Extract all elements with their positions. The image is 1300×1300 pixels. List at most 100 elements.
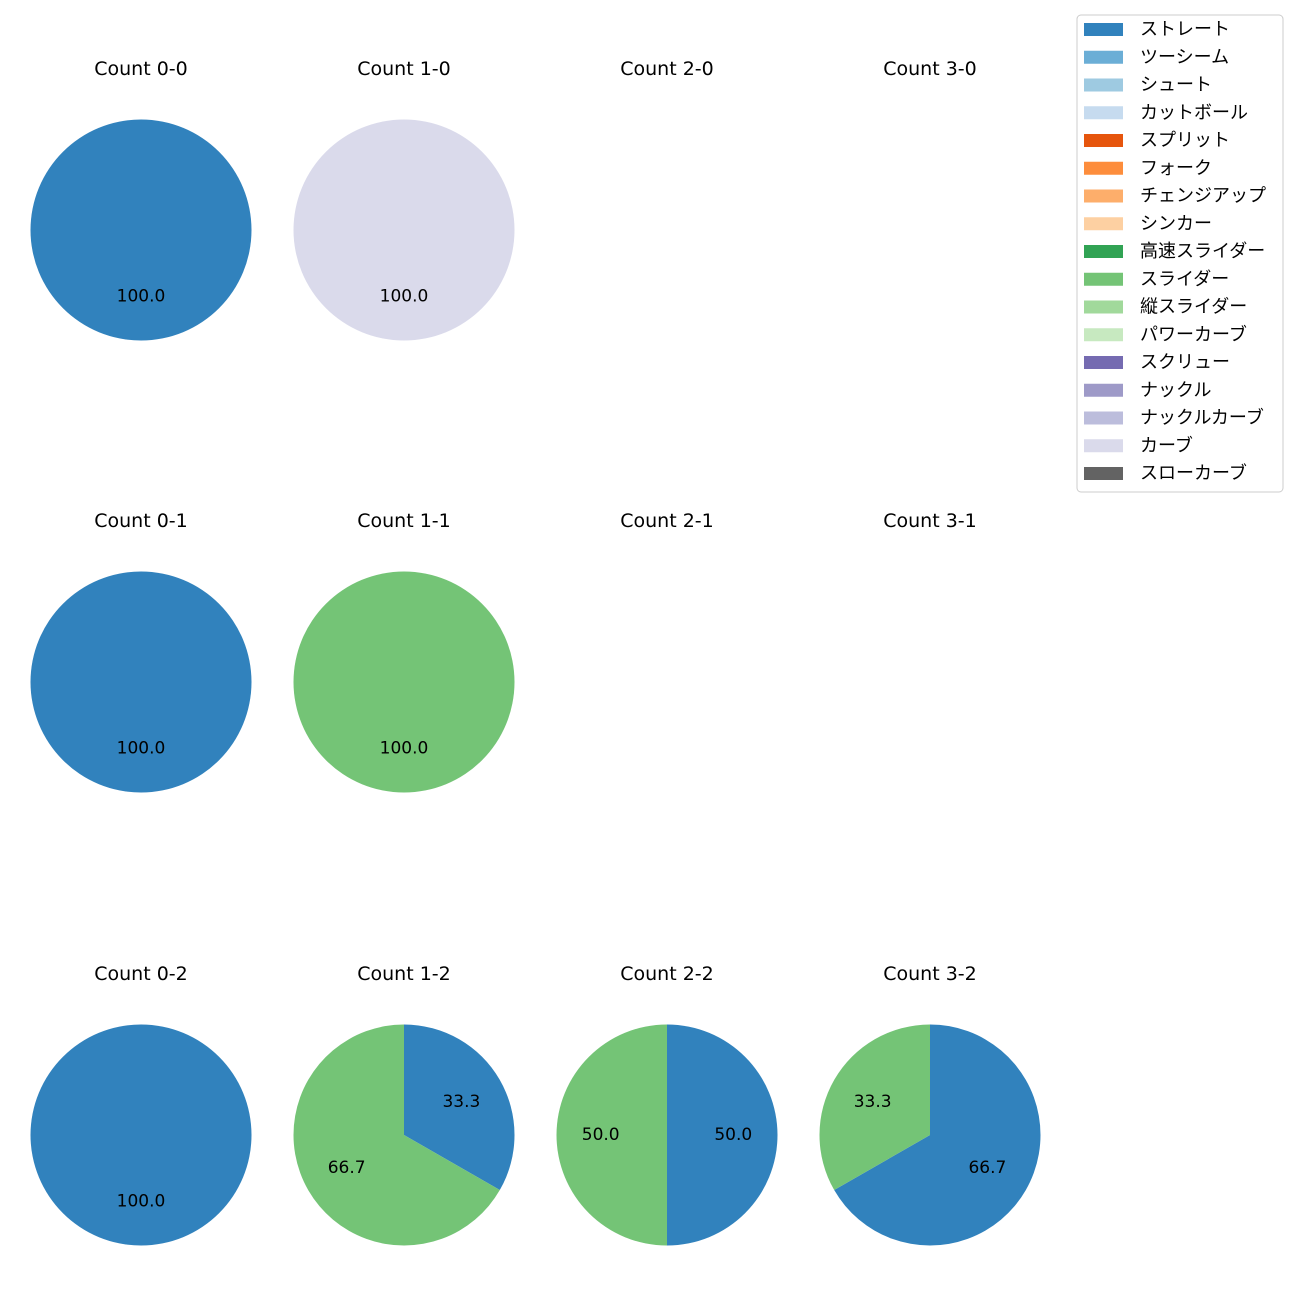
pie-panel: Count 0-2 100.0 [30, 963, 252, 1246]
legend-item: スライダー [1084, 269, 1229, 290]
pie-panel: Count 3-0 [883, 58, 977, 80]
panel-title: Count 2-2 [620, 963, 714, 985]
pie-slice-label: 50.0 [582, 1125, 620, 1145]
pie-panel: Count 0-0 100.0 [30, 58, 252, 341]
pie-panel: Count 2-2 50.0 50.0 [556, 963, 778, 1246]
legend-swatch [1084, 411, 1123, 425]
legend-item: ナックルカーブ [1084, 407, 1264, 429]
legend-item: シュート [1084, 75, 1212, 96]
legend-frame [1076, 14, 1284, 493]
legend-swatch [1084, 245, 1123, 258]
legend-swatch [1084, 467, 1123, 480]
panel-title: Count 2-1 [620, 510, 714, 532]
panel-title: Count 1-0 [357, 58, 451, 80]
legend-label: カットボール [1140, 102, 1248, 123]
legend-item: カットボール [1084, 102, 1248, 123]
legend-swatch [1084, 439, 1123, 453]
legend-label: ナックル [1140, 380, 1211, 401]
pie-slice-label: 100.0 [117, 1191, 166, 1211]
legend-item: チェンジアップ [1084, 186, 1266, 207]
pie-panel: Count 1-1 100.0 [293, 510, 515, 793]
legend-label: シュート [1140, 75, 1212, 96]
panel-title: Count 0-0 [94, 58, 188, 80]
legend-label: スライダー [1140, 269, 1229, 290]
panel-title: Count 3-0 [883, 58, 977, 80]
legend-label: チェンジアップ [1140, 186, 1266, 207]
pie-slice [30, 1024, 252, 1246]
pie-slice-label: 50.0 [714, 1125, 752, 1145]
pie-slice [556, 1024, 667, 1246]
panel-title: Count 3-2 [883, 963, 977, 985]
legend-item: ナックル [1084, 380, 1211, 401]
legend-label: 高速スライダー [1140, 241, 1265, 262]
legend-swatch [1084, 23, 1123, 36]
panel-title: Count 3-1 [883, 510, 977, 532]
legend-swatch [1084, 161, 1123, 175]
pie-slice-label: 100.0 [117, 738, 166, 758]
legend-label: カーブ [1140, 434, 1193, 456]
pie-slice-label: 33.3 [442, 1092, 480, 1112]
pie-slice [293, 1024, 500, 1246]
legend-item: フォーク [1084, 158, 1212, 179]
legend-swatch [1084, 356, 1123, 369]
pie-slice-label: 66.7 [328, 1158, 366, 1178]
legend-label: パワーカーブ [1140, 323, 1247, 345]
legend-swatch [1084, 134, 1123, 147]
pie-slice [293, 571, 515, 793]
pie-panel: Count 1-0 100.0 [293, 58, 515, 341]
legend-item: 縦スライダー [1084, 297, 1247, 318]
pie-slice [819, 1024, 930, 1191]
legend-item: スプリット [1084, 130, 1230, 151]
pie-panel: Count 0-1 100.0 [30, 510, 252, 793]
legend-swatch [1084, 272, 1123, 286]
legend-item: スローカーブ [1084, 462, 1247, 484]
pie-slice-label: 66.7 [968, 1158, 1006, 1178]
pie-panel: Count 3-1 [883, 510, 977, 532]
legend-label: スクリュー [1140, 352, 1230, 373]
pie-panel: Count 3-2 66.7 33.3 [819, 963, 1041, 1246]
pie-slice-label: 100.0 [380, 738, 429, 758]
pie-slice [667, 1024, 778, 1246]
pie-slice-label: 33.3 [854, 1092, 892, 1112]
pie-slice [30, 571, 252, 793]
panel-title: Count 0-2 [94, 963, 188, 985]
legend-swatch [1084, 328, 1123, 342]
legend-item: ツーシーム [1084, 47, 1229, 68]
legend-label: ナックルカーブ [1140, 407, 1264, 429]
pie-slice-label: 100.0 [380, 286, 429, 306]
pie-slice [30, 119, 252, 341]
legend-label: スプリット [1140, 130, 1230, 151]
legend-swatch [1084, 300, 1123, 314]
legend-item: シンカー [1084, 213, 1212, 234]
legend-label: シンカー [1140, 213, 1212, 234]
panel-title: Count 1-2 [357, 963, 451, 985]
pie-slice [834, 1024, 1041, 1246]
panel-title: Count 0-1 [94, 510, 188, 532]
pie-slice [293, 119, 515, 341]
legend: ストレートツーシームシュートカットボールスプリットフォークチェンジアップシンカー… [1076, 14, 1284, 493]
legend-label: ツーシーム [1140, 47, 1229, 68]
pie-panel: Count 2-1 [620, 510, 714, 532]
legend-item: 高速スライダー [1084, 241, 1265, 262]
legend-swatch [1084, 106, 1123, 120]
legend-label: ストレート [1140, 19, 1230, 40]
legend-label: スローカーブ [1140, 462, 1247, 484]
pie-slice-label: 100.0 [117, 286, 166, 306]
pie-panel: Count 2-0 [620, 58, 714, 80]
legend-label: 縦スライダー [1140, 297, 1247, 318]
legend-swatch [1084, 217, 1123, 231]
legend-swatch [1084, 383, 1123, 397]
pie-slice [404, 1024, 515, 1191]
legend-swatch [1084, 78, 1123, 92]
legend-item: ストレート [1084, 19, 1230, 40]
legend-item: カーブ [1084, 434, 1193, 456]
panel-title: Count 1-1 [357, 510, 451, 532]
legend-label: フォーク [1140, 158, 1212, 179]
legend-swatch [1084, 50, 1123, 64]
panel-title: Count 2-0 [620, 58, 714, 80]
legend-item: パワーカーブ [1084, 323, 1247, 345]
legend-item: スクリュー [1084, 352, 1230, 373]
legend-swatch [1084, 189, 1123, 203]
pie-panel: Count 1-2 33.3 66.7 [293, 963, 515, 1246]
